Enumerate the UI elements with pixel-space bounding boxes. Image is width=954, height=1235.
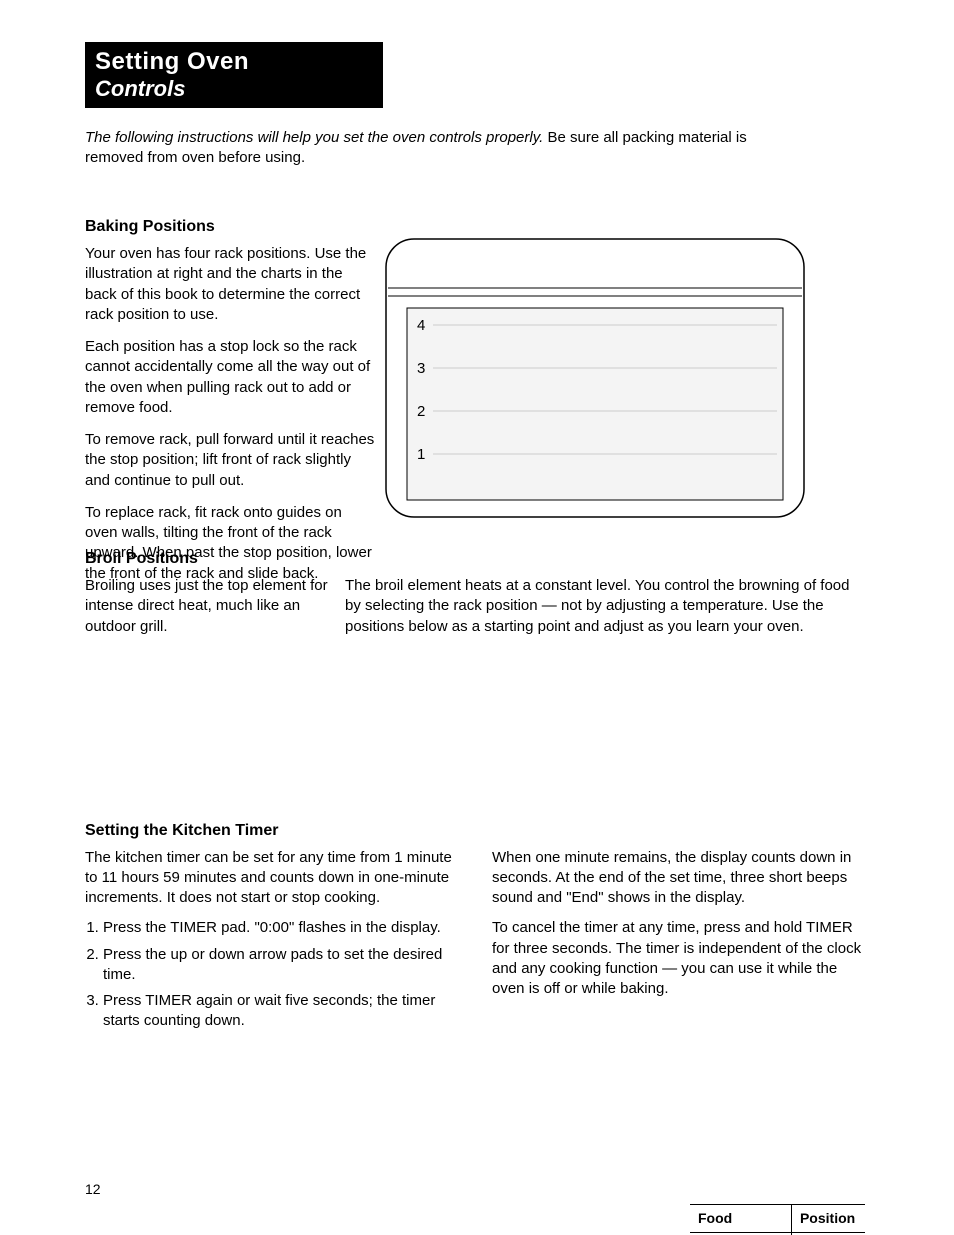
page: Setting Oven Controls The following inst… [0, 0, 954, 1235]
oven-front-diagram: 4 3 2 1 [385, 238, 805, 518]
section-title-line1: Setting Oven [85, 42, 383, 76]
svg-text:2: 2 [417, 403, 425, 420]
timer-columns: The kitchen timer can be set for any tim… [85, 848, 869, 1042]
svg-text:3: 3 [417, 360, 425, 377]
svg-text:1: 1 [417, 446, 425, 463]
timer-col2-p2: To cancel the timer at any time, press a… [492, 918, 869, 999]
timer-section: Setting the Kitchen Timer The kitchen ti… [85, 820, 869, 1042]
broil-left-text: Broiling uses just the top element for i… [85, 576, 335, 637]
broil-table-header: Position [791, 1205, 865, 1233]
section-title-line2: Controls [85, 76, 383, 102]
timer-col2: When one minute remains, the display cou… [492, 848, 869, 1042]
list-item: Press the up or down arrow pads to set t… [103, 945, 462, 986]
broil-right-p1: The broil element heats at a constant le… [345, 576, 865, 637]
baking-p3: To remove rack, pull forward until it re… [85, 430, 375, 491]
list-item: Press the TIMER pad. "0:00" flashes in t… [103, 918, 462, 938]
section-title-band: Setting Oven Controls [85, 42, 383, 108]
broil-position-table: FoodPositionSteaks & chops, rare4Steaks … [690, 1204, 865, 1235]
page-number: 12 [85, 1181, 101, 1197]
broil-table-header: Food [690, 1205, 791, 1233]
intro-paragraph: The following instructions will help you… [85, 128, 785, 169]
baking-positions-text: Your oven has four rack positions. Use t… [85, 244, 375, 596]
timer-col1-p1: The kitchen timer can be set for any tim… [85, 848, 462, 909]
timer-col1: The kitchen timer can be set for any tim… [85, 848, 462, 1042]
svg-text:4: 4 [417, 317, 425, 334]
broil-positions-heading: Broil Positions [85, 550, 198, 568]
baking-positions-heading: Baking Positions [85, 218, 215, 236]
baking-p1: Your oven has four rack positions. Use t… [85, 244, 375, 325]
list-item: Press TIMER again or wait five seconds; … [103, 991, 462, 1032]
timer-heading: Setting the Kitchen Timer [85, 820, 869, 842]
intro-lead: The following instructions will help you… [85, 129, 543, 146]
timer-col2-p1: When one minute remains, the display cou… [492, 848, 869, 909]
baking-p4: To replace rack, fit rack onto guides on… [85, 503, 375, 584]
baking-p2: Each position has a stop lock so the rac… [85, 337, 375, 418]
timer-steps-list: Press the TIMER pad. "0:00" flashes in t… [103, 918, 462, 1031]
broil-right-block: The broil element heats at a constant le… [345, 576, 865, 647]
